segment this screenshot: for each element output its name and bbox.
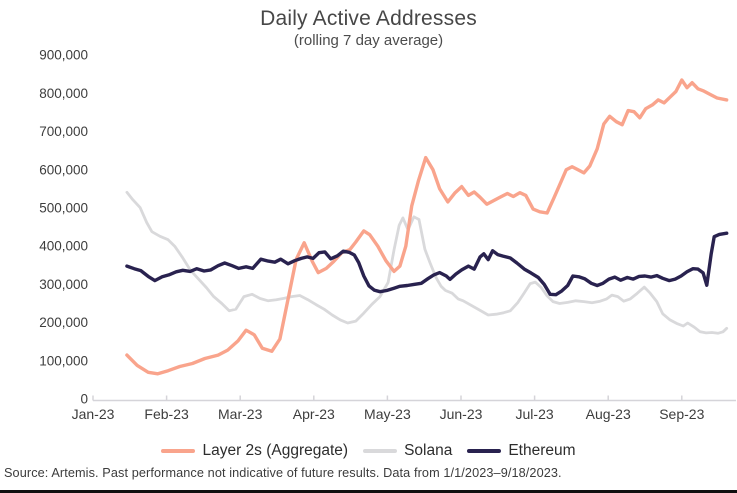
legend-swatch-ethereum-icon: [467, 449, 502, 453]
source-note: Source: Artemis. Past performance not in…: [4, 466, 562, 480]
svg-text:700,000: 700,000: [39, 124, 88, 139]
legend-item-ethereum: Ethereum: [467, 442, 576, 460]
svg-text:Jan-23: Jan-23: [72, 406, 115, 422]
svg-text:500,000: 500,000: [39, 201, 88, 216]
legend-label-ethereum: Ethereum: [508, 442, 576, 459]
chart-subtitle: (rolling 7 day average): [293, 32, 444, 49]
svg-text:Mar-23: Mar-23: [218, 406, 263, 422]
svg-text:300,000: 300,000: [39, 277, 88, 292]
svg-text:100,000: 100,000: [39, 353, 88, 368]
svg-text:Jul-23: Jul-23: [516, 406, 554, 422]
svg-text:400,000: 400,000: [39, 239, 88, 254]
svg-text:600,000: 600,000: [39, 162, 88, 177]
legend-swatch-solana-icon: [363, 449, 398, 453]
svg-text:0: 0: [80, 392, 88, 407]
plot-svg: Jan-23 Feb-23 Mar-23 Apr-23 May-23 Jun-23 Jul-…: [39, 48, 736, 422]
legend-item-layer2s: Layer 2s (Aggregate): [161, 442, 348, 460]
svg-text:Sep-23: Sep-23: [659, 406, 704, 422]
legend-label-solana: Solana: [404, 442, 453, 459]
svg-text:Jun-23: Jun-23: [440, 406, 483, 422]
bottom-border: [0, 490, 737, 493]
legend-swatch-layer2s-icon: [161, 449, 196, 453]
svg-text:Feb-23: Feb-23: [144, 406, 189, 422]
chart-title: Daily Active Addresses: [260, 7, 477, 30]
svg-text:800,000: 800,000: [39, 86, 88, 101]
svg-text:Apr-23: Apr-23: [293, 406, 335, 422]
legend: Layer 2s (Aggregate) Solana Ethereum: [0, 442, 737, 460]
legend-item-solana: Solana: [363, 442, 452, 460]
svg-text:Aug-23: Aug-23: [586, 406, 631, 422]
svg-text:200,000: 200,000: [39, 315, 88, 330]
legend-label-layer2s: Layer 2s (Aggregate): [202, 442, 349, 459]
svg-text:May-23: May-23: [364, 406, 411, 422]
svg-text:900,000: 900,000: [39, 48, 88, 63]
